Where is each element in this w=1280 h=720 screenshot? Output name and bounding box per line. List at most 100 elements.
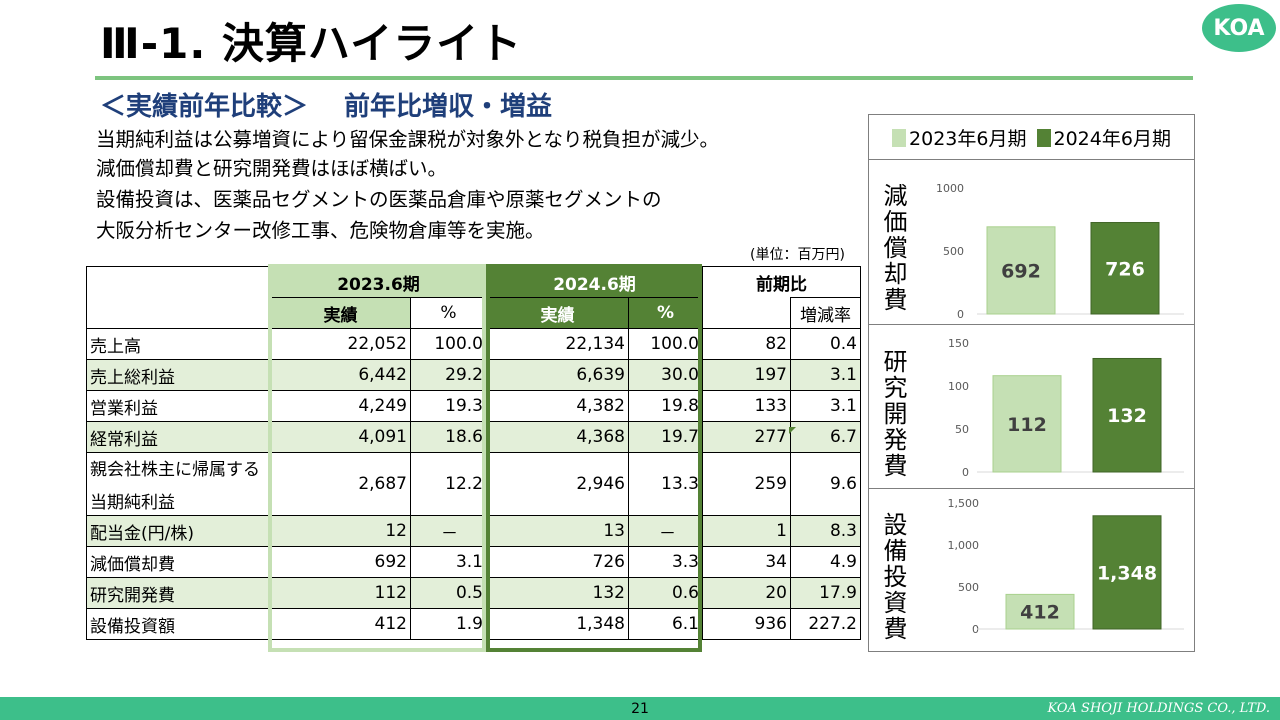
y-tick-label: 50 <box>955 423 969 436</box>
value-growth-rate: 3.1 <box>790 390 861 422</box>
header-pct-2023: % <box>410 297 487 329</box>
section-subtitle: ＜実績前年比較＞ 前年比増収・増益 <box>100 86 552 123</box>
value-2024-actual: 726 <box>486 546 629 578</box>
value-growth-rate: 6.7 <box>790 421 861 453</box>
y-tick-label: 500 <box>958 581 979 594</box>
value-2023-actual: 692 <box>270 546 411 578</box>
legend-swatch-2023 <box>892 128 907 147</box>
chart-title-text: 研究開発費 <box>879 349 907 479</box>
value-growth-rate: 9.6 <box>790 452 861 516</box>
legend-label-2023: 2023年6月期 <box>909 127 1027 150</box>
legend-label-2024: 2024年6月期 <box>1053 127 1171 150</box>
value-2024-actual: 13 <box>486 515 629 547</box>
row-label: 親会社株主に帰属する 当期純利益 <box>86 452 271 516</box>
depreciation-chart: 0 500 1000 692 726 <box>936 182 1184 321</box>
header-diff: 前期比 <box>702 266 861 298</box>
y-tick-label: 0 <box>972 623 979 636</box>
row-label-line: 当期純利益 <box>90 493 175 513</box>
bar-value-label: 112 <box>1007 414 1047 436</box>
value-2024-pct: 0.6 <box>628 577 703 609</box>
chart-panel: 2023年6月期 2024年6月期 減価償却費 研究開発費 設備投資費 0 500… <box>868 114 1195 652</box>
value-2023-pct: 0.5 <box>410 577 487 609</box>
row-label-line: 親会社株主に帰属する <box>90 460 260 480</box>
row-label: 研究開発費 <box>86 577 271 609</box>
summary-line: 減価償却費と研究開発費はほぼ横ばい。 <box>96 157 448 180</box>
value-growth-rate: 3.1 <box>790 359 861 391</box>
y-tick-label: 150 <box>948 337 969 350</box>
header-actual-2024: 実績 <box>486 297 629 329</box>
y-tick-label: 500 <box>943 245 964 258</box>
summary-line: 大阪分析センター改修工事、危険物倉庫等を実施。 <box>96 219 545 242</box>
comment-marker <box>789 427 796 434</box>
chart-divider <box>869 488 1194 489</box>
value-2024-actual: 4,382 <box>486 390 629 422</box>
value-2023-actual: 4,249 <box>270 390 411 422</box>
value-2023-pct: － <box>410 515 487 547</box>
value-2023-pct: 12.2 <box>410 452 487 516</box>
bar-2024 <box>1092 515 1162 630</box>
legend-item-2024: 2024年6月期 <box>1036 124 1171 151</box>
value-2023-pct: 18.6 <box>410 421 487 453</box>
subtitle-left: ＜実績前年比較＞ <box>100 92 309 122</box>
bar-2024 <box>1092 357 1162 473</box>
value-2024-pct: 13.3 <box>628 452 703 516</box>
financial-table: 2023.6期 2024.6期 前期比 実績 % 実績 % 増減率 売上高 22,… <box>86 266 861 640</box>
y-tick-label: 1,500 <box>948 497 980 510</box>
value-2024-pct: － <box>628 515 703 547</box>
row-label: 経常利益 <box>86 421 271 453</box>
subtitle-right: 前年比増収・増益 <box>344 92 553 122</box>
value-2023-actual: 12 <box>270 515 411 547</box>
value-2023-actual: 2,687 <box>270 452 411 516</box>
unit-note: (単位：百万円) <box>750 247 845 263</box>
value-growth-rate: 17.9 <box>790 577 861 609</box>
company-logo: KOA <box>1202 4 1276 52</box>
y-tick-label: 1000 <box>936 182 964 195</box>
row-label: 営業利益 <box>86 390 271 422</box>
row-label: 配当金(円/株) <box>86 515 271 547</box>
title-underline <box>95 76 1193 80</box>
value-2023-pct: 29.2 <box>410 359 487 391</box>
value-diff: 34 <box>702 546 791 578</box>
bar-value-label: 132 <box>1107 405 1147 427</box>
header-pct-2024: % <box>628 297 703 329</box>
value-2024-actual: 4,368 <box>486 421 629 453</box>
chart-title-text: 設備投資費 <box>879 512 907 642</box>
row-label: 減価償却費 <box>86 546 271 578</box>
value-2024-actual: 1,348 <box>486 608 629 640</box>
value-growth-rate: 8.3 <box>790 515 861 547</box>
row-label: 設備投資額 <box>86 608 271 640</box>
footer-bar <box>0 697 1280 720</box>
y-tick-label: 100 <box>948 380 969 393</box>
chart-divider <box>869 159 1194 160</box>
header-fy2024: 2024.6期 <box>486 266 703 298</box>
value-growth-rate: 4.9 <box>790 546 861 578</box>
company-name: KOA SHOJI HOLDINGS CO., LTD. <box>1047 701 1270 716</box>
y-tick-label: 1,000 <box>948 539 980 552</box>
header-growth: 増減率 <box>790 297 861 329</box>
value-2023-actual: 6,442 <box>270 359 411 391</box>
value-diff: 259 <box>702 452 791 516</box>
bar-2023 <box>992 375 1062 473</box>
bar-value-label: 412 <box>1020 602 1060 624</box>
value-2023-pct: 3.1 <box>410 546 487 578</box>
value-2023-pct: 19.3 <box>410 390 487 422</box>
table-row: 売上高 22,052 100.0 22,134 100.0 82 0.4 <box>86 328 861 360</box>
bar-value-label: 1,348 <box>1097 562 1157 584</box>
legend-swatch-2024 <box>1036 128 1051 147</box>
value-diff: 277 <box>702 421 791 453</box>
bar-2023 <box>1005 593 1075 630</box>
summary-line: 当期純利益は公募増資により留保金課税が対象外となり税負担が減少。 <box>96 128 720 151</box>
summary-text: 当期純利益は公募増資により留保金課税が対象外となり税負担が減少。 減価償却費と研… <box>96 124 719 246</box>
value-diff: 82 <box>702 328 791 360</box>
table-row: 研究開発費 112 0.5 132 0.6 20 17.9 <box>86 577 861 609</box>
bar-2024 <box>1090 222 1160 315</box>
table-row: 売上総利益 6,442 29.2 6,639 30.0 197 3.1 <box>86 359 861 391</box>
value-growth-rate: 0.4 <box>790 328 861 360</box>
header-diff-blank <box>702 297 791 329</box>
value-diff: 20 <box>702 577 791 609</box>
value-diff: 133 <box>702 390 791 422</box>
table-row: 親会社株主に帰属する 当期純利益 2,687 12.2 2,946 13.3 259 9.6 <box>86 452 861 516</box>
row-label: 売上総利益 <box>86 359 271 391</box>
summary-line: 設備投資は、医薬品セグメントの医薬品倉庫や原薬セグメントの <box>96 188 662 211</box>
bar-value-label: 726 <box>1105 258 1145 280</box>
